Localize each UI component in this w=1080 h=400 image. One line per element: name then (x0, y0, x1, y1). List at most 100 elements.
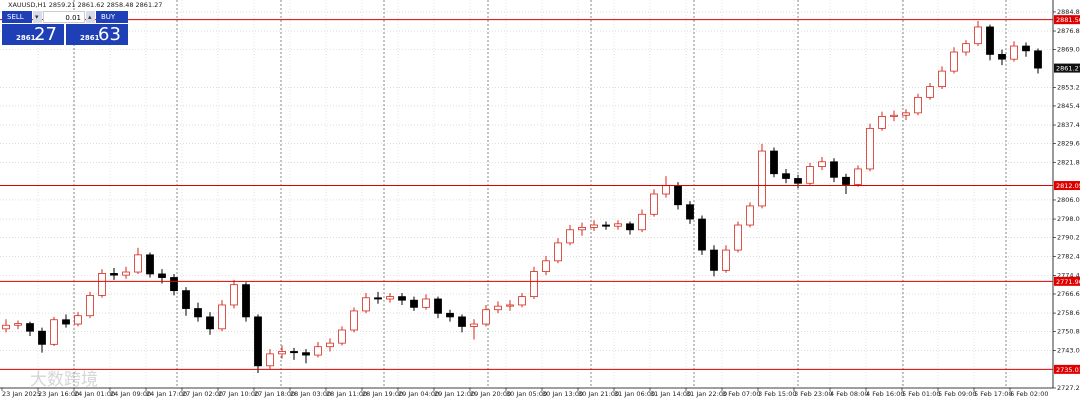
candle-body (398, 296, 406, 301)
buy-price[interactable]: 2861 63 (66, 24, 128, 45)
candle-body (830, 161, 838, 178)
x-tick-label: 28 Jan 19:00 (362, 390, 403, 398)
x-tick-label: 5 Feb 17:00 (974, 390, 1013, 398)
x-tick-label: 30 Jan 05:00 (506, 390, 547, 398)
candle-body (710, 249, 718, 271)
candle-body (14, 323, 22, 326)
candle-body (110, 273, 118, 276)
x-tick-label: 27 Jan 02:00 (182, 390, 223, 398)
candle-body (698, 218, 706, 251)
candle-body (686, 204, 694, 220)
candle-body (926, 86, 934, 98)
candle-body (578, 227, 586, 231)
x-tick-label: 4 Feb 08:00 (830, 390, 869, 398)
y-tick-label: 2884.80 (1057, 8, 1080, 16)
x-tick-label: 28 Jan 03:00 (290, 390, 331, 398)
level-label-box (1054, 364, 1080, 374)
y-tick-label: 2750.80 (1057, 328, 1080, 336)
candle-body (590, 224, 598, 228)
current-price-box (1054, 63, 1080, 73)
candle-body (914, 96, 922, 114)
candle-body (662, 185, 670, 195)
sell-price[interactable]: 2861 27 (2, 24, 64, 45)
candle-body (326, 342, 334, 348)
candle-body (350, 310, 358, 331)
lot-up[interactable]: ▴ (86, 11, 95, 23)
y-tick-label: 2806.00 (1057, 196, 1080, 204)
x-tick-label: 24 Jan 17:00 (146, 390, 187, 398)
lot-size[interactable]: 0.01 (43, 11, 85, 23)
candle-body (182, 290, 190, 309)
candle-body (746, 205, 754, 226)
x-tick-label: 29 Jan 20:00 (470, 390, 511, 398)
candle-body (254, 316, 262, 367)
candle-body (158, 273, 166, 278)
candle-body (98, 273, 106, 296)
x-tick-label: 28 Jan 11:00 (326, 390, 367, 398)
y-tick-label: 2853.20 (1057, 83, 1080, 91)
x-tick-label: 3 Feb 15:00 (758, 390, 797, 398)
buy-price-small: 2861 (80, 34, 100, 42)
y-tick-label: 2766.60 (1057, 290, 1080, 298)
candle-body (866, 127, 874, 170)
x-tick-label: 5 Feb 09:00 (938, 390, 977, 398)
x-tick-label: 23 Jan 16:00 (38, 390, 79, 398)
candle-body (818, 161, 826, 167)
candle-body (386, 296, 394, 300)
level-label: 2881.56 (1056, 16, 1080, 24)
candle-body (26, 323, 34, 332)
candle-body (314, 346, 322, 356)
x-tick-label: 3 Feb 07:00 (722, 390, 761, 398)
candle-body (170, 277, 178, 292)
candle-body (494, 305, 502, 311)
x-tick-label: 24 Jan 09:00 (110, 390, 151, 398)
y-tick-label: 2774.40 (1057, 271, 1080, 279)
candle-body (950, 51, 958, 72)
candle-body (1022, 45, 1030, 52)
day-separators (73, 0, 1007, 388)
lot-down[interactable]: ▾ (33, 11, 42, 23)
sell-button[interactable]: SELL (2, 11, 32, 23)
x-tick-label: 29 Jan 12:00 (434, 390, 475, 398)
candle-body (998, 54, 1006, 60)
candle-body (890, 114, 898, 117)
y-tick-label: 2798.00 (1057, 215, 1080, 223)
candle-body (986, 26, 994, 55)
level-label-box (1054, 181, 1080, 191)
y-tick-label: 2743.00 (1057, 346, 1080, 354)
y-tick-label: 2727.20 (1057, 384, 1080, 392)
x-tick-label: 31 Jan 14:00 (650, 390, 691, 398)
candle-body (122, 271, 130, 276)
level-label: 2812.05 (1056, 182, 1080, 190)
candle-body (194, 308, 202, 318)
candle-body (38, 330, 46, 345)
level-label-box (1054, 15, 1080, 25)
candle-body (410, 299, 418, 308)
candle-body (542, 260, 550, 272)
candle-body (458, 316, 466, 327)
candle-body (854, 168, 862, 185)
candle-body (290, 351, 298, 354)
x-tick-label: 31 Jan 06:00 (614, 390, 655, 398)
candle-body (938, 70, 946, 88)
level-label: 2771.90 (1056, 278, 1080, 286)
candle-body (650, 193, 658, 215)
candle-body (782, 173, 790, 179)
y-tick-label: 2845.40 (1057, 102, 1080, 110)
candle-body (362, 297, 370, 312)
x-tick-label: 31 Jan 22:00 (686, 390, 727, 398)
candle-body (626, 223, 634, 231)
candle-body (770, 150, 778, 175)
x-tick-label: 4 Feb 16:00 (866, 390, 905, 398)
sell-price-big: 27 (34, 24, 57, 45)
candle-body (602, 224, 610, 227)
x-tick-label: 30 Jan 21:00 (578, 390, 619, 398)
candle-body (374, 297, 382, 300)
y-tick-label: 2837.40 (1057, 121, 1080, 129)
candle-body (434, 298, 442, 314)
candle-body (50, 319, 58, 345)
buy-button[interactable]: BUY (96, 11, 128, 23)
y-tick-label: 2790.20 (1057, 234, 1080, 242)
